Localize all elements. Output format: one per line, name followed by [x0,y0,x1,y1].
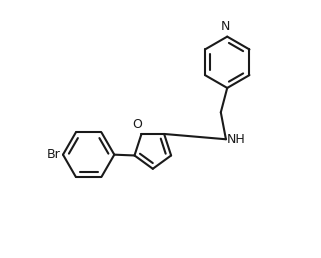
Text: NH: NH [227,133,246,146]
Text: N: N [221,20,230,33]
Text: Br: Br [47,148,60,161]
Text: O: O [133,118,143,131]
